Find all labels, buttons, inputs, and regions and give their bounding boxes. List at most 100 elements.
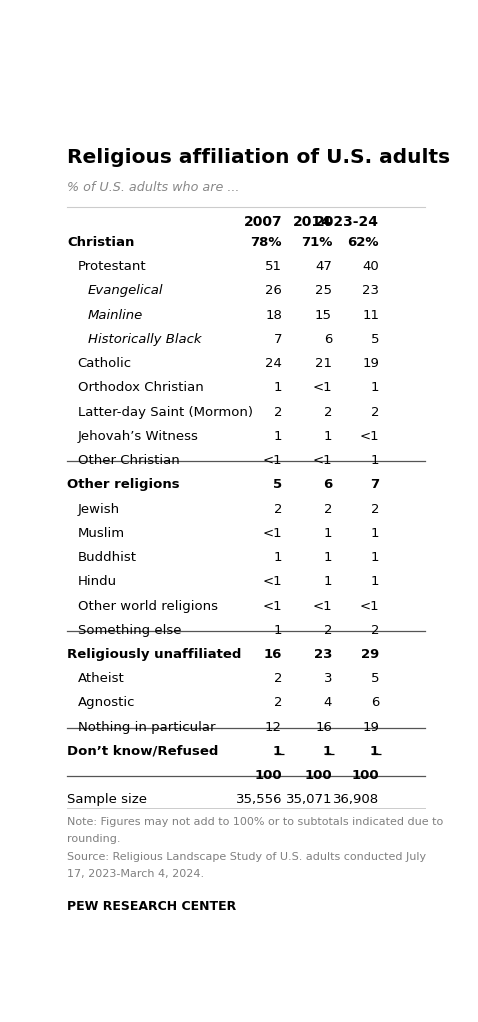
Text: Orthodox Christian: Orthodox Christian bbox=[77, 381, 203, 394]
Text: 2023-24: 2023-24 bbox=[315, 216, 379, 230]
Text: 19: 19 bbox=[362, 721, 379, 734]
Text: 1: 1 bbox=[370, 454, 379, 467]
Text: 16: 16 bbox=[264, 648, 282, 661]
Text: 2014: 2014 bbox=[293, 216, 332, 230]
Text: 2: 2 bbox=[324, 503, 332, 515]
Text: 2: 2 bbox=[324, 406, 332, 419]
Text: 25: 25 bbox=[315, 284, 332, 297]
Text: 2: 2 bbox=[370, 503, 379, 515]
Text: 2: 2 bbox=[273, 672, 282, 685]
Text: <1: <1 bbox=[313, 600, 332, 612]
Text: Religious affiliation of U.S. adults: Religious affiliation of U.S. adults bbox=[67, 148, 450, 167]
Text: 24: 24 bbox=[265, 357, 282, 370]
Text: 7: 7 bbox=[370, 478, 379, 492]
Text: 21: 21 bbox=[315, 357, 332, 370]
Text: 1: 1 bbox=[273, 623, 282, 637]
Text: Latter-day Saint (Mormon): Latter-day Saint (Mormon) bbox=[77, 406, 252, 419]
Text: Protestant: Protestant bbox=[77, 261, 146, 273]
Text: 2: 2 bbox=[273, 406, 282, 419]
Text: <1: <1 bbox=[313, 454, 332, 467]
Text: 100: 100 bbox=[254, 770, 282, 782]
Text: 2: 2 bbox=[370, 623, 379, 637]
Text: 1: 1 bbox=[324, 526, 332, 540]
Text: 17, 2023-March 4, 2024.: 17, 2023-March 4, 2024. bbox=[67, 869, 204, 879]
Text: 29: 29 bbox=[361, 648, 379, 661]
Text: 62%: 62% bbox=[348, 236, 379, 249]
Text: 1: 1 bbox=[273, 551, 282, 564]
Text: 78%: 78% bbox=[250, 236, 282, 249]
Text: 2: 2 bbox=[273, 503, 282, 515]
Text: 1: 1 bbox=[324, 575, 332, 589]
Text: <1: <1 bbox=[262, 526, 282, 540]
Text: % of U.S. adults who are ...: % of U.S. adults who are ... bbox=[67, 181, 239, 194]
Text: 100: 100 bbox=[304, 770, 332, 782]
Text: Catholic: Catholic bbox=[77, 357, 131, 370]
Text: 1: 1 bbox=[324, 430, 332, 443]
Text: Agnostic: Agnostic bbox=[77, 696, 135, 709]
Text: Christian: Christian bbox=[67, 236, 134, 249]
Text: 1: 1 bbox=[370, 745, 379, 758]
Text: Hindu: Hindu bbox=[77, 575, 117, 589]
Text: 18: 18 bbox=[265, 309, 282, 322]
Text: 23: 23 bbox=[362, 284, 379, 297]
Text: <1: <1 bbox=[262, 600, 282, 612]
Text: <1: <1 bbox=[262, 454, 282, 467]
Text: 3: 3 bbox=[324, 672, 332, 685]
Text: 2007: 2007 bbox=[243, 216, 282, 230]
Text: 1: 1 bbox=[323, 745, 332, 758]
Text: rounding.: rounding. bbox=[67, 834, 120, 844]
Text: <1: <1 bbox=[359, 600, 379, 612]
Text: Evangelical: Evangelical bbox=[87, 284, 163, 297]
Text: Jehovah’s Witness: Jehovah’s Witness bbox=[77, 430, 198, 443]
Text: 100: 100 bbox=[351, 770, 379, 782]
Text: Other religions: Other religions bbox=[67, 478, 180, 492]
Text: Sample size: Sample size bbox=[67, 793, 147, 806]
Text: Other world religions: Other world religions bbox=[77, 600, 217, 612]
Text: 11: 11 bbox=[362, 309, 379, 322]
Text: 5: 5 bbox=[273, 478, 282, 492]
Text: 36,908: 36,908 bbox=[333, 793, 379, 806]
Text: 71%: 71% bbox=[301, 236, 332, 249]
Text: Nothing in particular: Nothing in particular bbox=[77, 721, 215, 734]
Text: 2: 2 bbox=[370, 406, 379, 419]
Text: Other Christian: Other Christian bbox=[77, 454, 179, 467]
Text: 23: 23 bbox=[314, 648, 332, 661]
Text: 6: 6 bbox=[323, 478, 332, 492]
Text: 35,071: 35,071 bbox=[285, 793, 332, 806]
Text: 1: 1 bbox=[370, 526, 379, 540]
Text: <1: <1 bbox=[313, 381, 332, 394]
Text: 1: 1 bbox=[324, 551, 332, 564]
Text: 6: 6 bbox=[324, 333, 332, 345]
Text: Source: Religious Landscape Study of U.S. adults conducted July: Source: Religious Landscape Study of U.S… bbox=[67, 851, 426, 862]
Text: 16: 16 bbox=[315, 721, 332, 734]
Text: Something else: Something else bbox=[77, 623, 181, 637]
Text: 26: 26 bbox=[265, 284, 282, 297]
Text: Don’t know/Refused: Don’t know/Refused bbox=[67, 745, 218, 758]
Text: <1: <1 bbox=[359, 430, 379, 443]
Text: <1: <1 bbox=[262, 575, 282, 589]
Text: Muslim: Muslim bbox=[77, 526, 125, 540]
Text: Historically Black: Historically Black bbox=[87, 333, 201, 345]
Text: 4: 4 bbox=[324, 696, 332, 709]
Text: 35,556: 35,556 bbox=[236, 793, 282, 806]
Text: 5: 5 bbox=[370, 333, 379, 345]
Text: 1: 1 bbox=[370, 575, 379, 589]
Text: Atheist: Atheist bbox=[77, 672, 124, 685]
Text: 2: 2 bbox=[273, 696, 282, 709]
Text: 15: 15 bbox=[315, 309, 332, 322]
Text: Mainline: Mainline bbox=[87, 309, 143, 322]
Text: Religiously unaffiliated: Religiously unaffiliated bbox=[67, 648, 241, 661]
Text: 1: 1 bbox=[273, 745, 282, 758]
Text: 40: 40 bbox=[362, 261, 379, 273]
Text: 7: 7 bbox=[273, 333, 282, 345]
Text: 1: 1 bbox=[370, 381, 379, 394]
Text: 6: 6 bbox=[371, 696, 379, 709]
Text: 5: 5 bbox=[370, 672, 379, 685]
Text: PEW RESEARCH CENTER: PEW RESEARCH CENTER bbox=[67, 900, 237, 914]
Text: 1: 1 bbox=[273, 381, 282, 394]
Text: 51: 51 bbox=[265, 261, 282, 273]
Text: 12: 12 bbox=[265, 721, 282, 734]
Text: 2: 2 bbox=[324, 623, 332, 637]
Text: Jewish: Jewish bbox=[77, 503, 120, 515]
Text: 19: 19 bbox=[362, 357, 379, 370]
